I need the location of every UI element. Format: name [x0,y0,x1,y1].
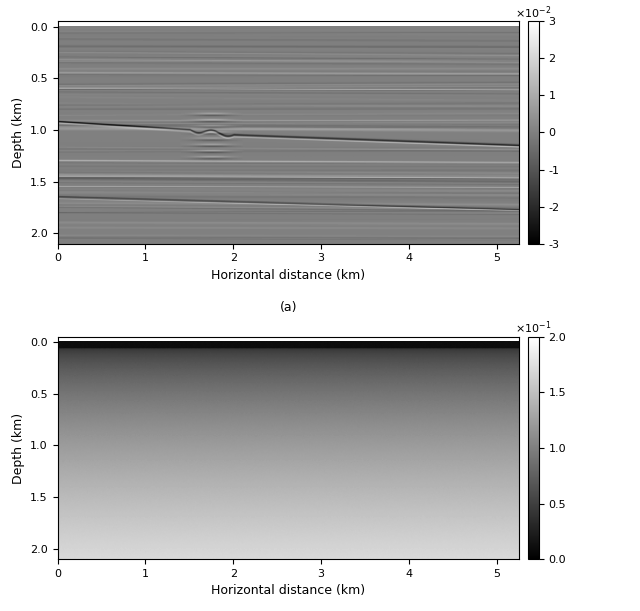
X-axis label: Horizontal distance (km): Horizontal distance (km) [211,269,365,282]
Title: $\times10^{-1}$: $\times10^{-1}$ [515,320,551,336]
Y-axis label: Depth (km): Depth (km) [12,97,24,168]
Text: (a): (a) [280,301,297,314]
X-axis label: Horizontal distance (km): Horizontal distance (km) [211,584,365,598]
Title: $\times10^{-2}$: $\times10^{-2}$ [515,4,551,21]
Y-axis label: Depth (km): Depth (km) [12,412,24,483]
